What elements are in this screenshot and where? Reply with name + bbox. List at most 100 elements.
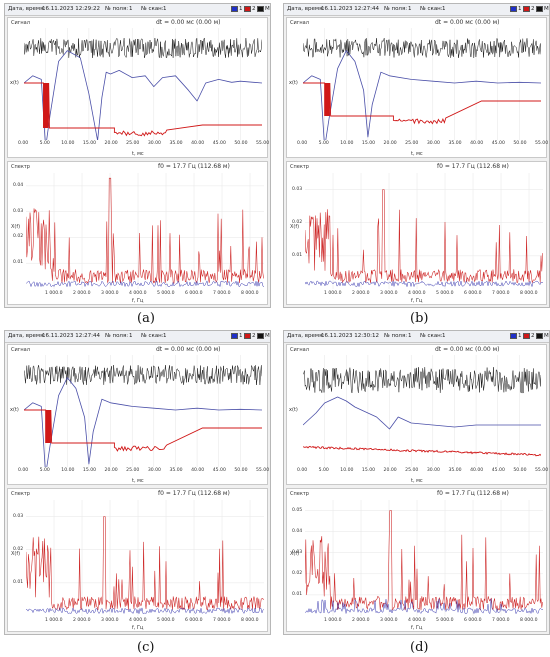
dt-readout: dt = 0.00 мс (0.00 м) (156, 346, 221, 353)
signal-x-tick: 0.00 (297, 468, 308, 473)
signal-x-tick: 35.00 (448, 141, 462, 146)
signal-y-label: x(t) (10, 407, 19, 413)
panel-header: Дата, время: 16.11.2023 12:29:22 № поля: 1 №… (5, 4, 270, 16)
spectrum-panel: Спектр f0 = 17.7 Гц (112.68 м) X(f) f, Гц 0.… (286, 488, 547, 632)
signal-x-label: t, мс (411, 478, 423, 484)
spectrum-y-tick: 0.01 (13, 260, 24, 266)
signal-x-tick: 15.00 (361, 141, 376, 146)
series-1-line (303, 367, 541, 394)
field-label: № поля: (384, 333, 408, 339)
series-2-line (303, 50, 541, 140)
signal-y-label: x(t) (10, 80, 19, 86)
signal-x-tick: 50.00 (513, 141, 527, 146)
dt-readout: dt = 0.00 мс (0.00 м) (435, 19, 500, 26)
spectrum-title: Спектр (290, 164, 309, 170)
date-label: Дата, время: (8, 333, 46, 339)
spectrum-x-label: f, Гц (132, 298, 144, 304)
signal-plot (24, 28, 262, 140)
panel-header: Дата, время: 16.11.2023 12:27:44 № поля: 1 №… (5, 331, 270, 343)
signal-y-label: x(t) (289, 407, 298, 413)
signal-x-tick: 45.00 (212, 141, 226, 146)
spectrum-x-tick: 3 000.0 (101, 291, 119, 296)
spectrum-y-tick: 0.01 (13, 579, 24, 585)
f0-readout: f0 = 17.7 Гц (112.68 м) (437, 163, 509, 170)
legend-1-label: 1 (518, 333, 522, 339)
signal-x-tick: 30.00 (426, 468, 440, 473)
spectrum-x-tick: 2 000.0 (73, 291, 91, 296)
spectrum-y-tick: 0.05 (292, 507, 303, 513)
spectrum-y-tick: 0.04 (13, 182, 24, 188)
spectrum-series-red (26, 516, 264, 611)
legend-M-label: M (265, 6, 270, 12)
legend-M-toggle[interactable] (257, 6, 264, 12)
signal-x-tick: 35.00 (448, 468, 462, 473)
legend-2-toggle[interactable] (244, 333, 251, 339)
signal-x-tick: 20.00 (104, 468, 118, 473)
spectrum-x-tick: 8 000.0 (520, 291, 538, 296)
legend-1-toggle[interactable] (510, 333, 517, 339)
spectrum-x-tick: 6 000.0 (464, 291, 482, 296)
spectrum-x-tick: 4 000.0 (129, 618, 147, 623)
spectrum-x-tick: 5 000.0 (436, 291, 454, 296)
signal-title: Сигнал (11, 20, 30, 26)
spectrum-y-label: X(f) (11, 551, 21, 557)
field-label: № поля: (384, 6, 408, 12)
legend-1-toggle[interactable] (231, 333, 238, 339)
spectrum-y-label: X(f) (11, 224, 21, 230)
spectrum-x-label: f, Гц (132, 625, 144, 631)
field-value: 1 (129, 6, 133, 12)
panel-caption: (a) (137, 311, 155, 326)
spectrum-x-tick: 2 000.0 (73, 618, 91, 623)
signal-x-tick: 25.00 (126, 141, 140, 146)
legend-1-label: 1 (518, 6, 522, 12)
spectrum-x-tick: 6 000.0 (185, 291, 203, 296)
marker-line (24, 82, 262, 137)
signal-x-tick: 10.00 (340, 468, 354, 473)
legend-1-toggle[interactable] (231, 6, 238, 12)
spectrum-x-tick: 1 000.0 (45, 618, 63, 623)
panel-a: Дата, время: 16.11.2023 12:29:22 № поля: 1 №… (4, 3, 271, 308)
legend-M-toggle[interactable] (257, 333, 264, 339)
signal-x-tick: 0.00 (297, 141, 308, 146)
dt-readout: dt = 0.00 мс (0.00 м) (435, 346, 500, 353)
signal-x-tick: 40.00 (470, 141, 484, 146)
signal-panel: Сигнал dt = 0.00 мс (0.00 м) x(t) t, мс 0.00… (286, 17, 548, 158)
legend-1-toggle[interactable] (510, 6, 517, 12)
signal-x-tick: 20.00 (383, 468, 397, 473)
scan-label: № скан: (141, 6, 164, 12)
legend-2-label: 2 (252, 6, 256, 12)
spectrum-panel: Спектр f0 = 17.7 Гц (112.68 м) X(f) f, Гц 0.… (7, 161, 268, 305)
scan-label: № скан: (420, 6, 443, 12)
signal-x-tick: 5.00 (318, 141, 329, 146)
legend-M-toggle[interactable] (536, 333, 543, 339)
legend-M-label: M (544, 6, 549, 12)
signal-x-tick: 15.00 (82, 141, 97, 146)
spectrum-panel: Спектр f0 = 17.7 Гц (112.68 м) X(f) f, Гц 0.… (7, 488, 268, 632)
legend-2-toggle[interactable] (523, 333, 530, 339)
signal-x-tick: 30.00 (426, 141, 440, 146)
date-label: Дата, время: (8, 6, 46, 12)
scan-label: № скан: (141, 333, 164, 339)
spectrum-series-red (26, 177, 264, 284)
spectrum-x-label: f, Гц (411, 298, 423, 304)
signal-x-tick: 15.00 (82, 468, 97, 473)
spectrum-series-blue (305, 280, 543, 288)
spectrum-y-tick: 0.02 (292, 570, 303, 576)
legend-M-toggle[interactable] (536, 6, 543, 12)
marker-line (303, 445, 541, 457)
signal-title: Сигнал (11, 347, 30, 353)
spectrum-x-tick: 7 000.0 (492, 618, 510, 623)
legend-2-toggle[interactable] (244, 6, 251, 12)
spectrum-x-tick: 8 000.0 (520, 618, 538, 623)
spectrum-y-tick: 0.02 (13, 546, 24, 552)
spectrum-y-tick: 0.03 (13, 208, 24, 214)
spectrum-y-tick: 0.04 (292, 528, 303, 534)
legend-2-toggle[interactable] (523, 6, 530, 12)
date-value: 16.11.2023 12:29:22 (42, 6, 100, 12)
f0-readout: f0 = 17.7 Гц (112.68 м) (158, 163, 230, 170)
field-value: 1 (129, 333, 133, 339)
spectrum-plot (26, 173, 264, 289)
series-2-line (24, 377, 262, 467)
marker-line (24, 409, 262, 452)
spectrum-x-tick: 3 000.0 (380, 618, 398, 623)
